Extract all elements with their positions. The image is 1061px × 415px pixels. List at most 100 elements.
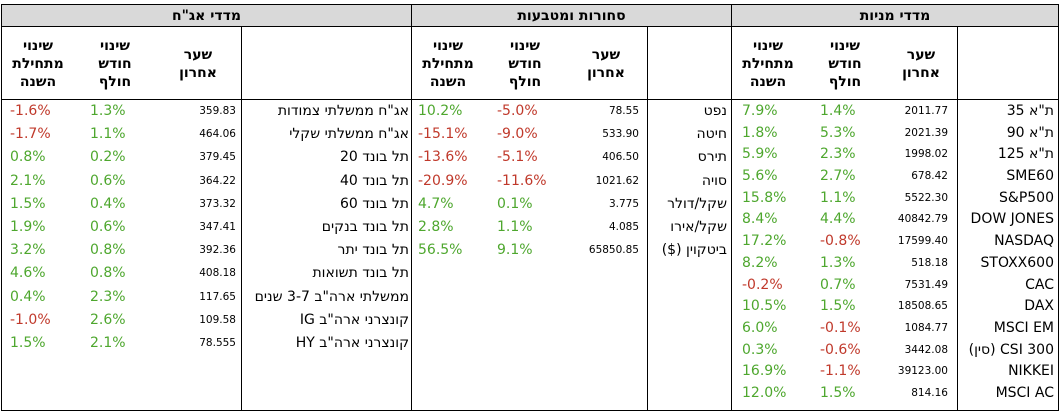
ytd-change-cell: 5.9% [742,146,778,163]
ytd-change-cell: -1.6% [10,103,51,119]
ytd-change-cell: 4.7% [418,195,454,212]
ytd-change-cell: 12.0% [742,384,787,401]
ytd-change-cell: 17.2% [742,233,787,250]
month-change-cell: 1.5% [820,298,856,315]
index-name-cell: SME60 [1006,168,1054,185]
table-row: 2.8% 1.1% 4.085 שקל/אירו [412,216,731,239]
month-change-cell: 0.6% [90,218,126,235]
bonds-section: מדדי אג"ח שינוי מתחילת השנה שינוי חודש ח… [2,5,411,410]
header-ytd-change: שינוי מתחילת השנה [742,37,794,90]
last-price-cell: 18508.65 [897,300,948,313]
ytd-change-cell: 0.8% [10,149,46,166]
header-month-change: שינוי חודש חולף [828,37,862,90]
ytd-change-cell: 10.5% [742,298,787,315]
month-change-cell: 0.4% [90,195,126,212]
last-price-cell: 518.18 [911,256,948,269]
month-change-cell: 4.4% [820,211,856,228]
ytd-change-cell: 1.8% [742,124,778,141]
ytd-change-cell: 1.9% [10,218,46,235]
month-change-cell: 1.1% [820,189,856,206]
table-row: 1.5% 2.1% 78.555 קונצרני ארה"ב HY [2,332,411,355]
last-price-cell: 379.45 [199,151,236,164]
ytd-change-cell: 1.5% [10,195,46,212]
table-row: -13.6% -5.1% 406.50 תירס [412,146,731,169]
table-row: 1.5% 0.4% 373.32 תל בונד 60 [2,193,411,216]
table-row: 6.0% -0.1% 1084.77 MSCI EM [732,317,1058,339]
index-name-cell: תל בונד 40 [339,172,409,189]
month-change-cell: -9.0% [497,126,538,143]
ytd-change-cell: 8.4% [742,211,778,228]
table-row: 0.8% 0.2% 379.45 תל בונד 20 [2,146,411,169]
table-row: 17.2% -0.8% 17599.40 NASDAQ [732,230,1058,252]
ytd-change-cell: 2.1% [10,172,46,189]
table-row: 4.7% 0.1% 3.775 שקל/דולר [412,193,731,216]
month-change-cell: 2.3% [820,146,856,163]
ytd-change-cell: 10.2% [418,103,463,119]
month-change-cell: 9.1% [497,242,533,259]
index-name-cell: תל בונד יתר [337,242,409,259]
index-name-cell: ת"א 90 [1006,124,1054,141]
index-name-cell: אג"ח ממשלתי שקלי [289,126,409,143]
header-last-price: שער אחרון [179,46,217,81]
table-row: 3.2% 0.8% 392.36 תל בונד יתר [2,239,411,262]
last-price-cell: 1084.77 [904,321,948,334]
commodities-section: סחורות ומטבעות שינוי מתחילת השנה שינוי ח… [411,5,731,410]
table-row: 8.2% 1.3% 518.18 STOXX600 [732,252,1058,274]
month-change-cell: -0.1% [820,319,861,336]
last-price-cell: 406.50 [602,151,639,164]
last-price-cell: 464.06 [199,128,236,141]
last-price-cell: 1021.62 [595,174,639,187]
stocks-title: מדדי מניות [732,5,1058,27]
last-price-cell: 359.83 [199,105,236,117]
index-name-cell: תל בונד 60 [339,195,409,212]
month-change-cell: -1.1% [820,363,861,380]
index-name-cell: קונצרני ארה"ב IG [299,311,409,328]
index-name-cell: S&P500 [999,189,1054,206]
header-month-change: שינוי חודש חולף [98,37,132,90]
table-row: -15.1% -9.0% 533.90 חיטה [412,123,731,146]
month-change-cell: -5.1% [497,149,538,166]
month-change-cell: 2.7% [820,168,856,185]
table-row: -20.9% -11.6% 1021.62 סויה [412,170,731,193]
month-change-cell: 0.8% [90,265,126,282]
ytd-change-cell: 15.8% [742,189,787,206]
table-row: 56.5% 9.1% 65850.85 ביטקוין ($) [412,239,731,262]
index-name-cell: DOW JONES [970,211,1054,228]
index-name-cell: CSI 300 (סין) [968,341,1054,358]
table-row: -1.6% 1.3% 359.83 אג"ח ממשלתי צמודות [2,100,411,123]
table-row: 12.0% 1.5% 814.16 MSCI AC [732,382,1058,404]
last-price-cell: 39123.00 [897,365,948,378]
month-change-cell: 2.6% [90,311,126,328]
index-name-cell: MSCI AC [995,384,1054,401]
last-price-cell: 2021.39 [904,126,948,139]
index-name-cell: NIKKEI [1008,363,1054,380]
market-indices-table: מדדי אג"ח שינוי מתחילת השנה שינוי חודש ח… [1,4,1059,411]
month-change-cell: 1.1% [497,218,533,235]
last-price-cell: 814.16 [911,386,948,399]
index-name-cell: סויה [701,172,727,189]
ytd-change-cell: 2.8% [418,218,454,235]
ytd-change-cell: 5.6% [742,168,778,185]
ytd-change-cell: -1.7% [10,126,51,143]
last-price-cell: 408.18 [199,267,236,280]
last-price-cell: 3.775 [608,197,639,210]
header-month-change: שינוי חודש חולף [508,37,542,90]
index-name-cell: CAC [1025,276,1054,293]
index-name-cell: אג"ח ממשלתי צמודות [277,103,409,119]
ytd-change-cell: -0.2% [742,276,783,293]
table-row: 2.1% 0.6% 364.22 תל בונד 40 [2,170,411,193]
last-price-cell: 117.65 [199,290,236,303]
ytd-change-cell: 7.9% [742,103,778,119]
month-change-cell: -11.6% [497,172,547,189]
table-row: 8.4% 4.4% 40842.79 DOW JONES [732,208,1058,230]
table-row: 10.5% 1.5% 18508.65 DAX [732,295,1058,317]
table-row: 0.3% -0.6% 3442.08 CSI 300 (סין) [732,339,1058,361]
index-name-cell: תל בונד 20 [339,149,409,166]
table-row: 4.6% 0.8% 408.18 תל בונד תשואות [2,262,411,285]
table-row: 10.2% -5.0% 78.55 נפט [412,100,731,123]
ytd-change-cell: 16.9% [742,363,787,380]
index-name-cell: נפט [703,103,727,119]
index-name-cell: תל בונד בנקים [321,218,409,235]
ytd-change-cell: 56.5% [418,242,463,259]
index-name-cell: STOXX600 [980,254,1054,271]
